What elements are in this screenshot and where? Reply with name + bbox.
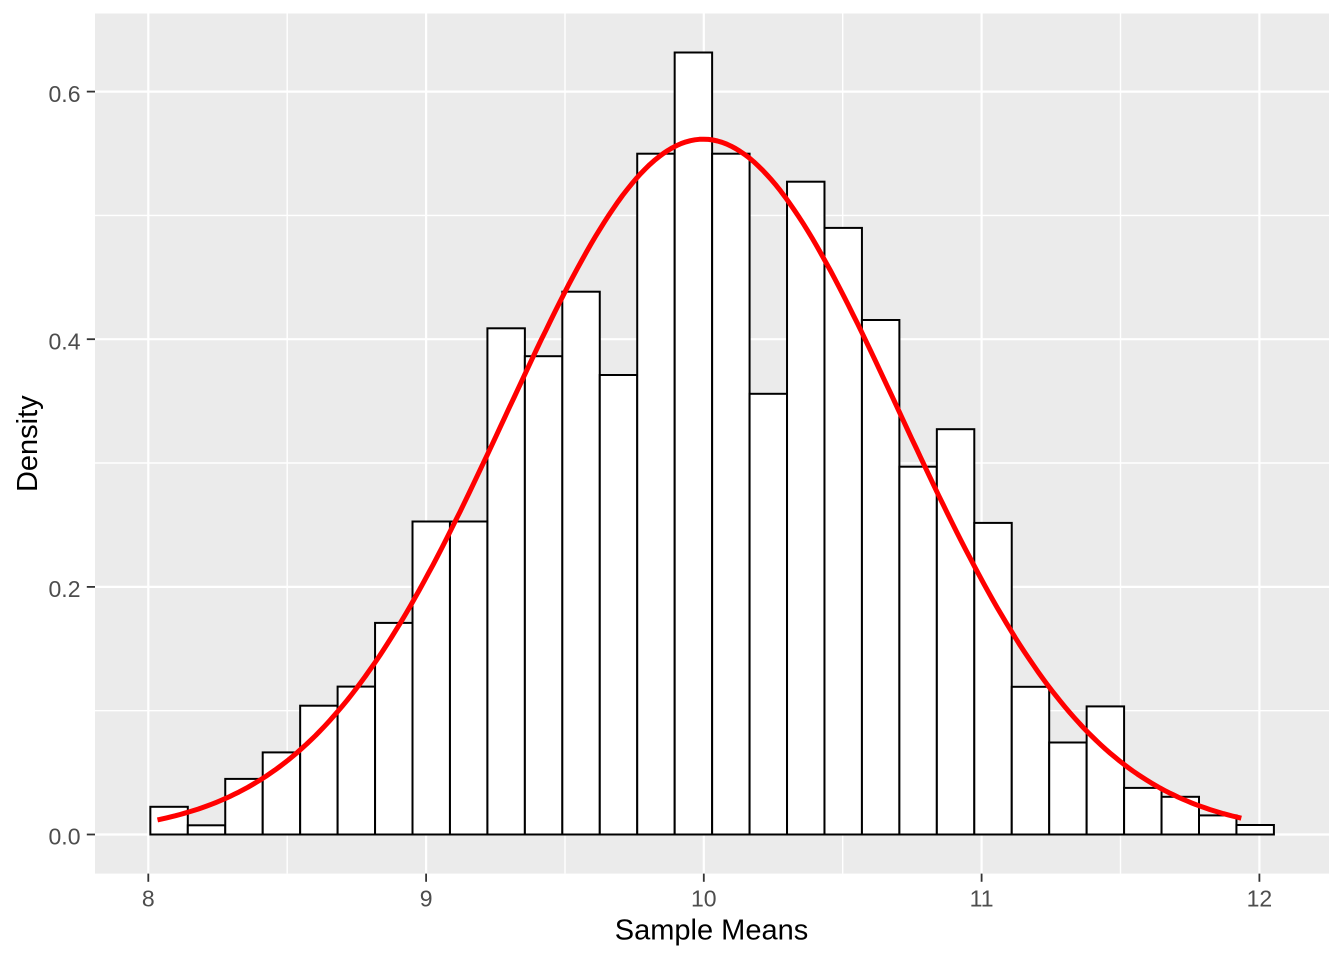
svg-text:12: 12 xyxy=(1247,885,1273,911)
svg-text:11: 11 xyxy=(970,885,994,911)
svg-text:Density: Density xyxy=(12,395,44,492)
svg-text:0.0: 0.0 xyxy=(49,824,81,850)
svg-text:0.2: 0.2 xyxy=(49,576,81,602)
svg-text:0.4: 0.4 xyxy=(49,328,81,354)
svg-text:Sample Means: Sample Means xyxy=(615,915,808,947)
svg-text:0.6: 0.6 xyxy=(49,81,81,107)
svg-text:8: 8 xyxy=(142,885,155,911)
svg-text:10: 10 xyxy=(691,885,717,911)
svg-text:9: 9 xyxy=(420,885,433,911)
